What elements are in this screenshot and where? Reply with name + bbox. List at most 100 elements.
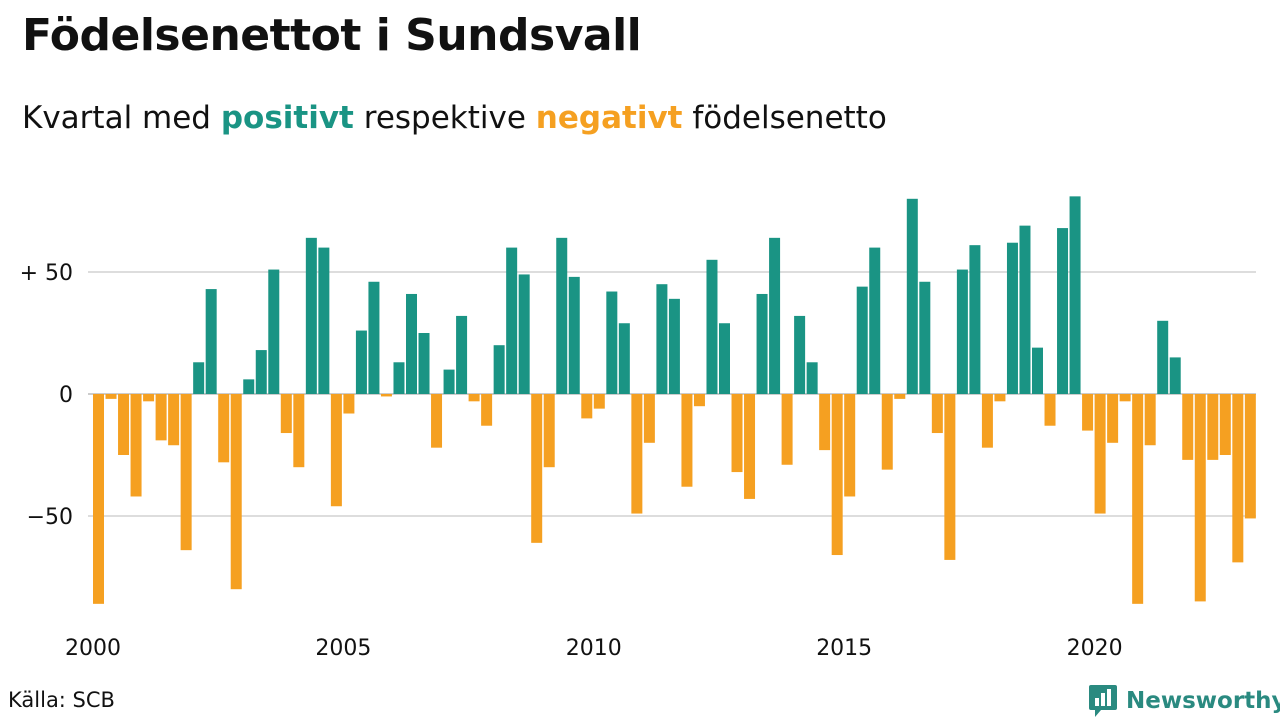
bar-negative <box>230 394 242 590</box>
bar-positive <box>518 274 530 394</box>
bar-negative <box>468 394 480 402</box>
bar-positive <box>556 237 568 394</box>
bar-positive <box>769 237 781 394</box>
bar-negative <box>330 394 342 507</box>
bar-positive <box>406 293 417 394</box>
bar-positive <box>919 281 931 394</box>
bar-positive <box>756 293 768 394</box>
bar-positive <box>355 330 367 394</box>
x-tick-label: 2015 <box>816 636 872 661</box>
bar-negative <box>744 394 756 499</box>
bar-negative <box>631 394 643 514</box>
bar-negative <box>1232 394 1244 563</box>
bar-negative <box>93 394 104 604</box>
bar-positive <box>794 315 806 394</box>
source-note: Källa: SCB <box>8 688 115 712</box>
bar-positive <box>856 286 868 394</box>
bar-negative <box>343 394 355 414</box>
bar-positive <box>906 198 918 394</box>
bar-negative <box>1132 394 1144 604</box>
y-tick-label: 0 <box>59 383 73 408</box>
bar-positive <box>193 362 205 394</box>
bar-negative <box>130 394 142 497</box>
bar-positive <box>869 247 881 394</box>
bar-negative <box>731 394 743 473</box>
bar-negative <box>1219 394 1231 455</box>
bar-positive <box>656 284 668 394</box>
bar-negative <box>1082 394 1094 431</box>
bar-negative <box>643 394 655 443</box>
bar-negative <box>218 394 230 463</box>
subtitle-middle: respektive <box>363 100 526 136</box>
bar-negative <box>781 394 793 465</box>
bar-positive <box>1069 196 1081 394</box>
bar-positive <box>418 333 430 394</box>
x-tick-label: 2010 <box>566 636 622 661</box>
bar-negative <box>581 394 593 419</box>
y-tick-label: + 50 <box>20 261 73 286</box>
bar-positive <box>506 247 518 394</box>
bar-negative <box>894 394 906 399</box>
bar-negative <box>844 394 856 497</box>
bar-negative <box>1119 394 1131 402</box>
bar-negative <box>994 394 1006 402</box>
bar-positive <box>255 350 267 394</box>
x-tick-label: 2000 <box>65 636 121 661</box>
bar-positive <box>719 323 730 394</box>
brand-logo: Newsworthy <box>1088 684 1280 718</box>
bar-negative <box>543 394 555 468</box>
bar-positive <box>243 379 255 394</box>
bar-negative <box>881 394 893 470</box>
bar-positive <box>969 245 981 394</box>
x-tick-label: 2020 <box>1067 636 1123 661</box>
bar-negative <box>1107 394 1119 443</box>
bar-negative <box>1144 394 1156 446</box>
bar-negative <box>1044 394 1056 426</box>
bar-negative <box>1182 394 1194 460</box>
chart-title: Födelsenettot i Sundsvall <box>22 10 642 61</box>
bar-negative <box>118 394 130 455</box>
y-tick-label: −50 <box>27 505 73 530</box>
bar-positive <box>493 345 505 394</box>
bar-positive <box>1157 320 1169 394</box>
bar-chart-speech-bubble-icon <box>1089 685 1117 717</box>
bar-positive <box>305 237 317 394</box>
bar-positive <box>318 247 330 394</box>
bar-negative <box>481 394 493 426</box>
bar-negative <box>1244 394 1256 519</box>
bar-negative <box>831 394 843 556</box>
bar-positive <box>1019 225 1031 394</box>
bar-positive <box>393 362 405 394</box>
bar-negative <box>1094 394 1106 514</box>
bar-positive <box>606 291 618 394</box>
x-tick-label: 2005 <box>315 636 371 661</box>
bar-negative <box>981 394 993 448</box>
bar-positive <box>806 362 818 394</box>
bar-positive <box>1169 357 1181 394</box>
bar-negative <box>931 394 943 434</box>
bar-negative <box>293 394 305 468</box>
bar-negative <box>105 394 117 399</box>
bar-negative <box>1207 394 1219 460</box>
bar-negative <box>280 394 292 434</box>
bar-positive <box>456 315 468 394</box>
bar-positive <box>443 369 455 394</box>
bar-positive <box>956 269 968 394</box>
bar-negative <box>180 394 192 551</box>
bar-negative <box>380 394 392 397</box>
bar-negative <box>531 394 543 543</box>
y-tick-labels: + 50 0 −50 <box>20 261 73 530</box>
bar-positive <box>668 298 680 394</box>
bar-positive <box>368 281 380 394</box>
bar-negative <box>168 394 180 446</box>
subtitle-negative-word: negativt <box>535 100 683 136</box>
brand-name: Newsworthy <box>1126 688 1280 714</box>
bar-positive <box>706 259 718 394</box>
bar-negative <box>143 394 155 402</box>
subtitle-positive-word: positivt <box>220 100 354 136</box>
bar-positive <box>1032 347 1043 394</box>
bar-negative <box>819 394 831 451</box>
subtitle-suffix: födelsenetto <box>692 100 887 136</box>
bar-positive <box>1057 228 1069 394</box>
